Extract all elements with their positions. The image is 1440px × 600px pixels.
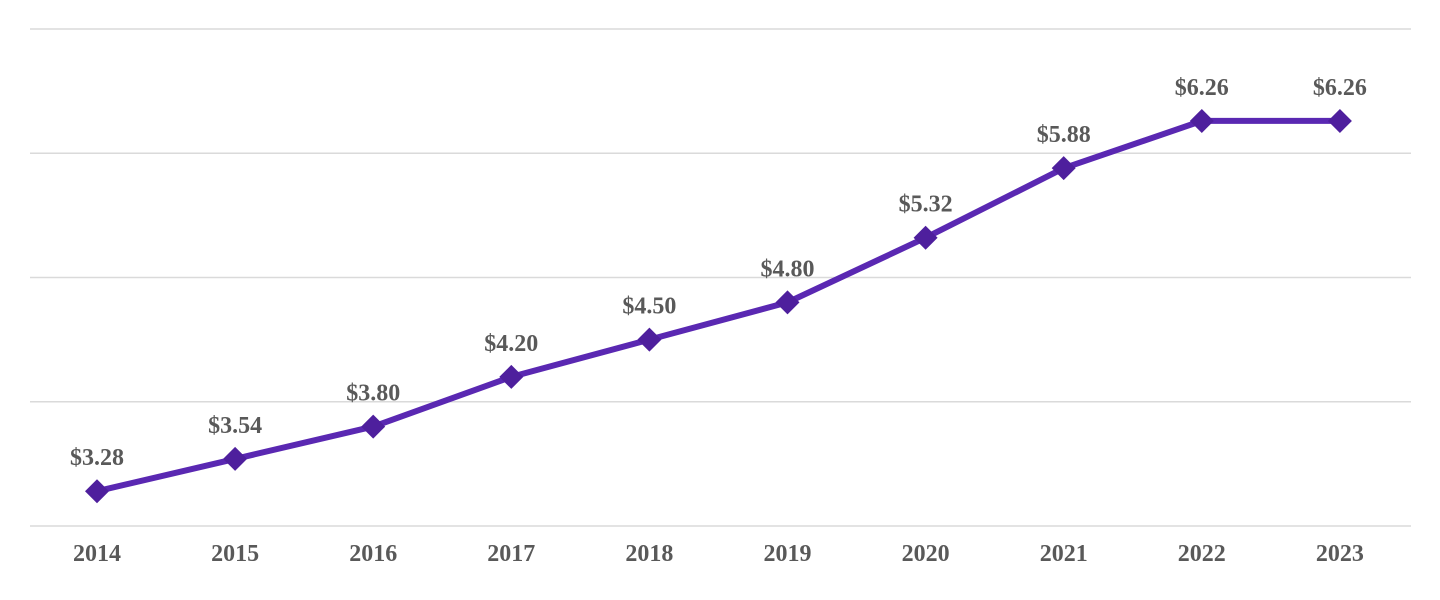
x-axis-label: 2017 [487,541,535,567]
data-point-label: $4.20 [484,331,538,357]
x-axis-label: 2021 [1040,541,1088,567]
data-point-label: $3.80 [346,381,400,407]
data-point-marker [85,479,109,504]
data-point-marker [1051,156,1076,181]
data-point-marker [637,327,662,352]
data-point-marker [361,414,386,439]
x-axis-label: 2019 [764,541,812,567]
data-point-label: $4.50 [622,294,676,320]
data-point-label: $3.54 [208,413,262,439]
x-axis-label: 2018 [625,541,673,567]
x-axis-label: 2023 [1316,541,1364,567]
data-point-label: $5.88 [1037,122,1091,148]
x-axis-label: 2015 [211,541,259,567]
x-axis-label: 2016 [349,541,397,567]
data-point-label: $6.26 [1175,75,1229,101]
data-point-marker [913,225,938,250]
data-point-label: $4.80 [761,256,815,282]
data-point-marker [1189,108,1214,133]
x-axis-label: 2020 [902,541,950,567]
x-axis-label: 2022 [1178,541,1226,567]
data-point-marker [499,364,524,389]
x-axis-label: 2014 [73,541,121,567]
data-point-marker [775,290,800,315]
data-point-label: $6.26 [1313,75,1367,101]
data-point-label: $5.32 [899,192,953,218]
series-line [94,117,1343,495]
data-point-label: $3.28 [70,445,124,471]
data-point-marker [1327,108,1352,133]
data-point-marker [223,446,248,471]
